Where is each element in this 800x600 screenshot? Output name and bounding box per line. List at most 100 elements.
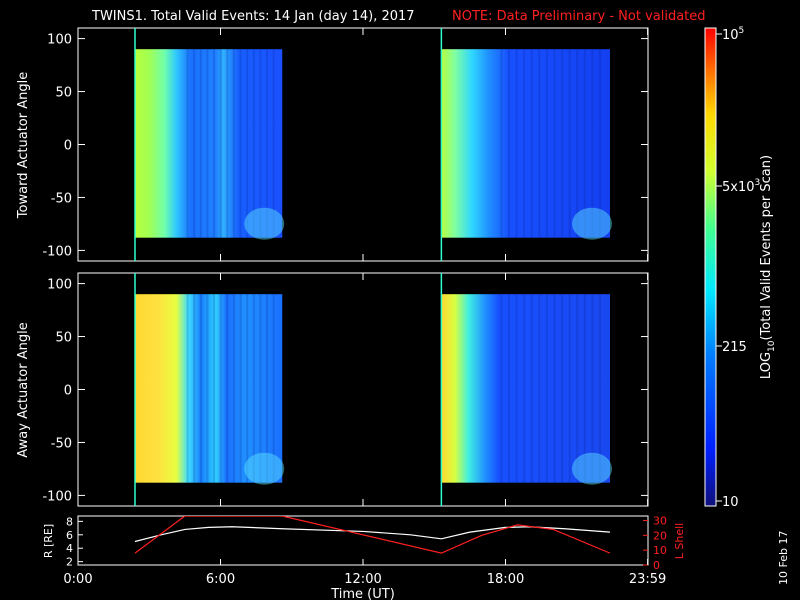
- time-tick-label: 12:00: [344, 572, 381, 587]
- y-tick-label: 100: [47, 278, 72, 293]
- y-tick-label: 100: [47, 33, 72, 48]
- colorbar-tick-label: 10: [722, 495, 739, 510]
- block-stripe: [591, 49, 594, 238]
- block-stripe: [213, 49, 216, 238]
- block-stripe: [507, 294, 510, 483]
- block-stripe: [232, 49, 235, 238]
- block-stripe: [226, 49, 229, 238]
- lshell-tick-label: 0: [653, 559, 660, 572]
- block-stripe: [272, 49, 275, 238]
- data-block: [135, 294, 283, 483]
- time-tick-label: 23:59: [629, 572, 666, 587]
- block-stripe: [561, 294, 564, 483]
- block-stripe: [538, 49, 541, 238]
- data-block: [441, 49, 610, 238]
- preliminary-note: NOTE: Data Preliminary - Not validated: [452, 9, 706, 24]
- block-stripe: [213, 294, 216, 483]
- block-stripe: [259, 294, 262, 483]
- block-stripe: [515, 294, 518, 483]
- corner-highlight: [244, 207, 285, 240]
- block-stripe: [206, 294, 209, 483]
- data-block: [135, 49, 283, 238]
- block-stripe: [199, 294, 202, 483]
- lshell-tick-label: 10: [653, 544, 667, 557]
- block-stripe: [246, 294, 249, 483]
- block-stripe: [545, 49, 548, 238]
- block-stripe: [239, 294, 242, 483]
- corner-highlight: [572, 207, 612, 240]
- block-stripe: [259, 49, 262, 238]
- block-stripe: [186, 294, 189, 483]
- block-stripe: [576, 294, 579, 483]
- corner-highlight: [244, 452, 285, 485]
- block-stripe: [272, 294, 275, 483]
- block-stripe: [186, 49, 189, 238]
- y-tick-label: 50: [55, 331, 72, 346]
- block-stripe: [206, 49, 209, 238]
- block-stripe: [545, 294, 548, 483]
- orbit-panel-frame: [77, 515, 649, 566]
- block-stripe: [252, 294, 255, 483]
- r-series-line: [134, 526, 611, 543]
- block-stripe: [530, 294, 533, 483]
- block-stripe: [199, 49, 202, 238]
- away-ylabel: Away Actuator Angle: [16, 322, 31, 457]
- y-tick-label: -50: [51, 436, 72, 451]
- lshell-tick-label: 20: [653, 529, 667, 542]
- colorbar-tick-label: 105: [722, 26, 744, 43]
- time-tick-label: 0:00: [63, 572, 92, 587]
- processing-date-stamp: 10 Feb 17: [777, 531, 790, 585]
- block-stripe: [553, 294, 556, 483]
- colorbar-label: LOG10(Total Valid Events per Scan): [759, 155, 777, 379]
- time-tick-label: 6:00: [206, 572, 235, 587]
- block-stripe: [500, 49, 503, 238]
- colorbar-gradient: [704, 27, 717, 507]
- block-stripe: [561, 49, 564, 238]
- block-stripe: [599, 294, 602, 483]
- block-stripe: [568, 294, 571, 483]
- block-stripe: [219, 49, 222, 238]
- y-tick-label: 50: [55, 86, 72, 101]
- figure-title: TWINS1. Total Valid Events: 14 Jan (day …: [91, 9, 415, 24]
- block-stripe: [591, 294, 594, 483]
- time-xlabel: Time (UT): [330, 587, 395, 600]
- block-stripe: [266, 294, 269, 483]
- block-stripe: [239, 49, 242, 238]
- block-stripe: [568, 49, 571, 238]
- block-stripe: [500, 294, 503, 483]
- y-tick-label: 0: [64, 139, 72, 154]
- y-tick-label: -50: [51, 191, 72, 206]
- block-stripe: [193, 294, 196, 483]
- corner-highlight: [572, 452, 612, 485]
- r-ylabel: R [RE]: [42, 524, 55, 558]
- time-tick-label: 18:00: [487, 572, 524, 587]
- block-stripe: [252, 49, 255, 238]
- away-angle-panel: 100 50 0 -50 -100 Away Actuator Angle: [16, 272, 649, 507]
- block-stripe: [232, 294, 235, 483]
- block-stripe: [523, 49, 526, 238]
- block-stripe: [538, 294, 541, 483]
- r-tick-label: 6: [66, 529, 73, 542]
- block-stripe: [193, 49, 196, 238]
- block-stripe: [226, 294, 229, 483]
- colorbar-tick-label: 215: [722, 340, 747, 355]
- r-tick-label: 8: [66, 515, 73, 528]
- block-stripe: [553, 49, 556, 238]
- y-tick-label: 0: [64, 384, 72, 399]
- colorbar: 10 215 5x103 105 LOG10(Total Valid Events p…: [704, 26, 777, 510]
- block-stripe: [583, 49, 586, 238]
- r-tick-label: 4: [66, 542, 73, 555]
- lshell-series-line: [134, 516, 611, 554]
- block-stripe: [507, 49, 510, 238]
- lshell-tick-label: 30: [653, 514, 667, 527]
- colorbar-tick-label: 5x103: [722, 178, 760, 195]
- lshell-ylabel: L Shell: [673, 523, 686, 559]
- toward-ylabel: Toward Actuator Angle: [16, 72, 31, 219]
- block-stripe: [583, 294, 586, 483]
- block-stripe: [219, 294, 222, 483]
- toward-angle-panel: 100 50 0 -50 -100 Toward Actuator Angle: [16, 27, 649, 262]
- block-stripe: [530, 49, 533, 238]
- block-stripe: [576, 49, 579, 238]
